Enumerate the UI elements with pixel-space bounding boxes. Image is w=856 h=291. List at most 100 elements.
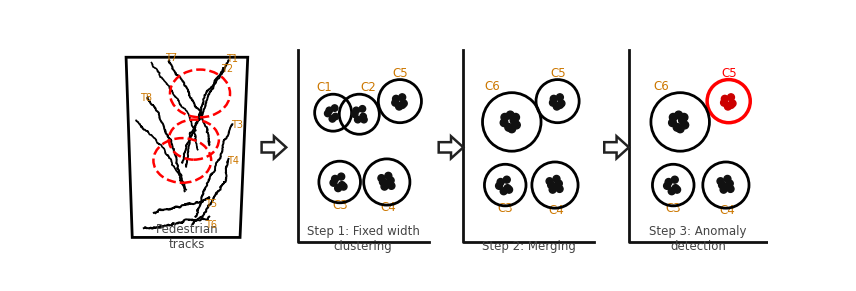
Circle shape bbox=[505, 123, 513, 131]
Circle shape bbox=[383, 180, 390, 187]
Circle shape bbox=[385, 172, 392, 179]
Text: C3: C3 bbox=[497, 202, 513, 215]
Circle shape bbox=[329, 116, 336, 122]
Text: C4: C4 bbox=[381, 201, 396, 214]
Text: C6: C6 bbox=[484, 80, 501, 93]
Circle shape bbox=[665, 178, 672, 185]
Circle shape bbox=[354, 116, 361, 123]
Text: Step 2: Merging: Step 2: Merging bbox=[482, 240, 576, 253]
Text: C4: C4 bbox=[549, 204, 565, 217]
Text: T2: T2 bbox=[221, 64, 233, 74]
Circle shape bbox=[360, 113, 366, 120]
Circle shape bbox=[331, 105, 338, 111]
Circle shape bbox=[326, 107, 332, 113]
Circle shape bbox=[360, 116, 367, 123]
Circle shape bbox=[507, 111, 514, 119]
Text: T8: T8 bbox=[140, 93, 152, 103]
Text: C3: C3 bbox=[332, 199, 348, 212]
Circle shape bbox=[556, 180, 562, 187]
Text: Step 3: Anomaly
detection: Step 3: Anomaly detection bbox=[650, 225, 747, 253]
Text: C3: C3 bbox=[666, 202, 681, 215]
Text: T5: T5 bbox=[205, 199, 217, 209]
Circle shape bbox=[724, 103, 731, 110]
Circle shape bbox=[556, 185, 563, 192]
Circle shape bbox=[669, 188, 675, 195]
Circle shape bbox=[548, 182, 555, 189]
Circle shape bbox=[717, 178, 724, 185]
Circle shape bbox=[379, 178, 386, 185]
Circle shape bbox=[728, 94, 734, 101]
Text: T7: T7 bbox=[164, 53, 176, 63]
Circle shape bbox=[674, 186, 681, 193]
Circle shape bbox=[729, 100, 736, 107]
Circle shape bbox=[558, 100, 565, 107]
Circle shape bbox=[401, 100, 407, 107]
Circle shape bbox=[726, 180, 734, 187]
Polygon shape bbox=[604, 136, 629, 158]
Circle shape bbox=[510, 116, 518, 124]
Circle shape bbox=[392, 99, 399, 106]
Circle shape bbox=[395, 103, 402, 110]
Circle shape bbox=[681, 113, 688, 121]
Circle shape bbox=[393, 95, 400, 102]
Circle shape bbox=[324, 110, 331, 117]
Circle shape bbox=[669, 119, 676, 127]
Circle shape bbox=[720, 186, 727, 193]
Circle shape bbox=[675, 111, 682, 119]
Circle shape bbox=[676, 125, 684, 133]
Circle shape bbox=[671, 176, 678, 183]
Circle shape bbox=[500, 188, 507, 195]
Polygon shape bbox=[439, 136, 463, 158]
Text: T1: T1 bbox=[226, 54, 238, 64]
Circle shape bbox=[550, 95, 557, 102]
Circle shape bbox=[360, 106, 366, 112]
Circle shape bbox=[553, 103, 561, 110]
Text: T3: T3 bbox=[231, 120, 243, 130]
Text: T4: T4 bbox=[227, 155, 239, 166]
Circle shape bbox=[556, 94, 563, 101]
Text: C5: C5 bbox=[392, 67, 407, 79]
Circle shape bbox=[550, 99, 556, 106]
Circle shape bbox=[387, 177, 394, 184]
Circle shape bbox=[503, 176, 510, 183]
Circle shape bbox=[551, 183, 558, 190]
Circle shape bbox=[727, 185, 734, 192]
Text: T6: T6 bbox=[205, 220, 217, 230]
Circle shape bbox=[673, 123, 681, 131]
Circle shape bbox=[722, 183, 729, 190]
Circle shape bbox=[352, 111, 358, 118]
Circle shape bbox=[330, 179, 337, 186]
Text: Pedestrian
tracks: Pedestrian tracks bbox=[156, 223, 218, 251]
Circle shape bbox=[512, 113, 520, 121]
Circle shape bbox=[497, 178, 504, 185]
Text: Step 1: Fixed width
clustering: Step 1: Fixed width clustering bbox=[306, 225, 419, 253]
Circle shape bbox=[332, 113, 339, 120]
Circle shape bbox=[331, 175, 338, 182]
Circle shape bbox=[496, 182, 502, 189]
Circle shape bbox=[550, 186, 556, 193]
Circle shape bbox=[399, 102, 406, 109]
Circle shape bbox=[546, 178, 553, 185]
Circle shape bbox=[340, 183, 347, 190]
Text: C5: C5 bbox=[721, 67, 737, 79]
Circle shape bbox=[556, 102, 563, 109]
Circle shape bbox=[669, 113, 677, 121]
Circle shape bbox=[679, 116, 687, 124]
Text: C2: C2 bbox=[361, 81, 377, 94]
Circle shape bbox=[508, 125, 515, 133]
Circle shape bbox=[388, 182, 395, 189]
Circle shape bbox=[728, 102, 734, 109]
Circle shape bbox=[504, 185, 511, 191]
Circle shape bbox=[718, 182, 726, 189]
Circle shape bbox=[513, 121, 520, 129]
Circle shape bbox=[506, 186, 513, 193]
Circle shape bbox=[378, 175, 385, 182]
Circle shape bbox=[399, 94, 406, 101]
Text: C1: C1 bbox=[316, 81, 332, 94]
Text: C6: C6 bbox=[653, 80, 669, 93]
Circle shape bbox=[338, 182, 346, 189]
Circle shape bbox=[724, 175, 731, 182]
Circle shape bbox=[335, 185, 342, 191]
Circle shape bbox=[721, 99, 728, 106]
Circle shape bbox=[501, 113, 508, 121]
